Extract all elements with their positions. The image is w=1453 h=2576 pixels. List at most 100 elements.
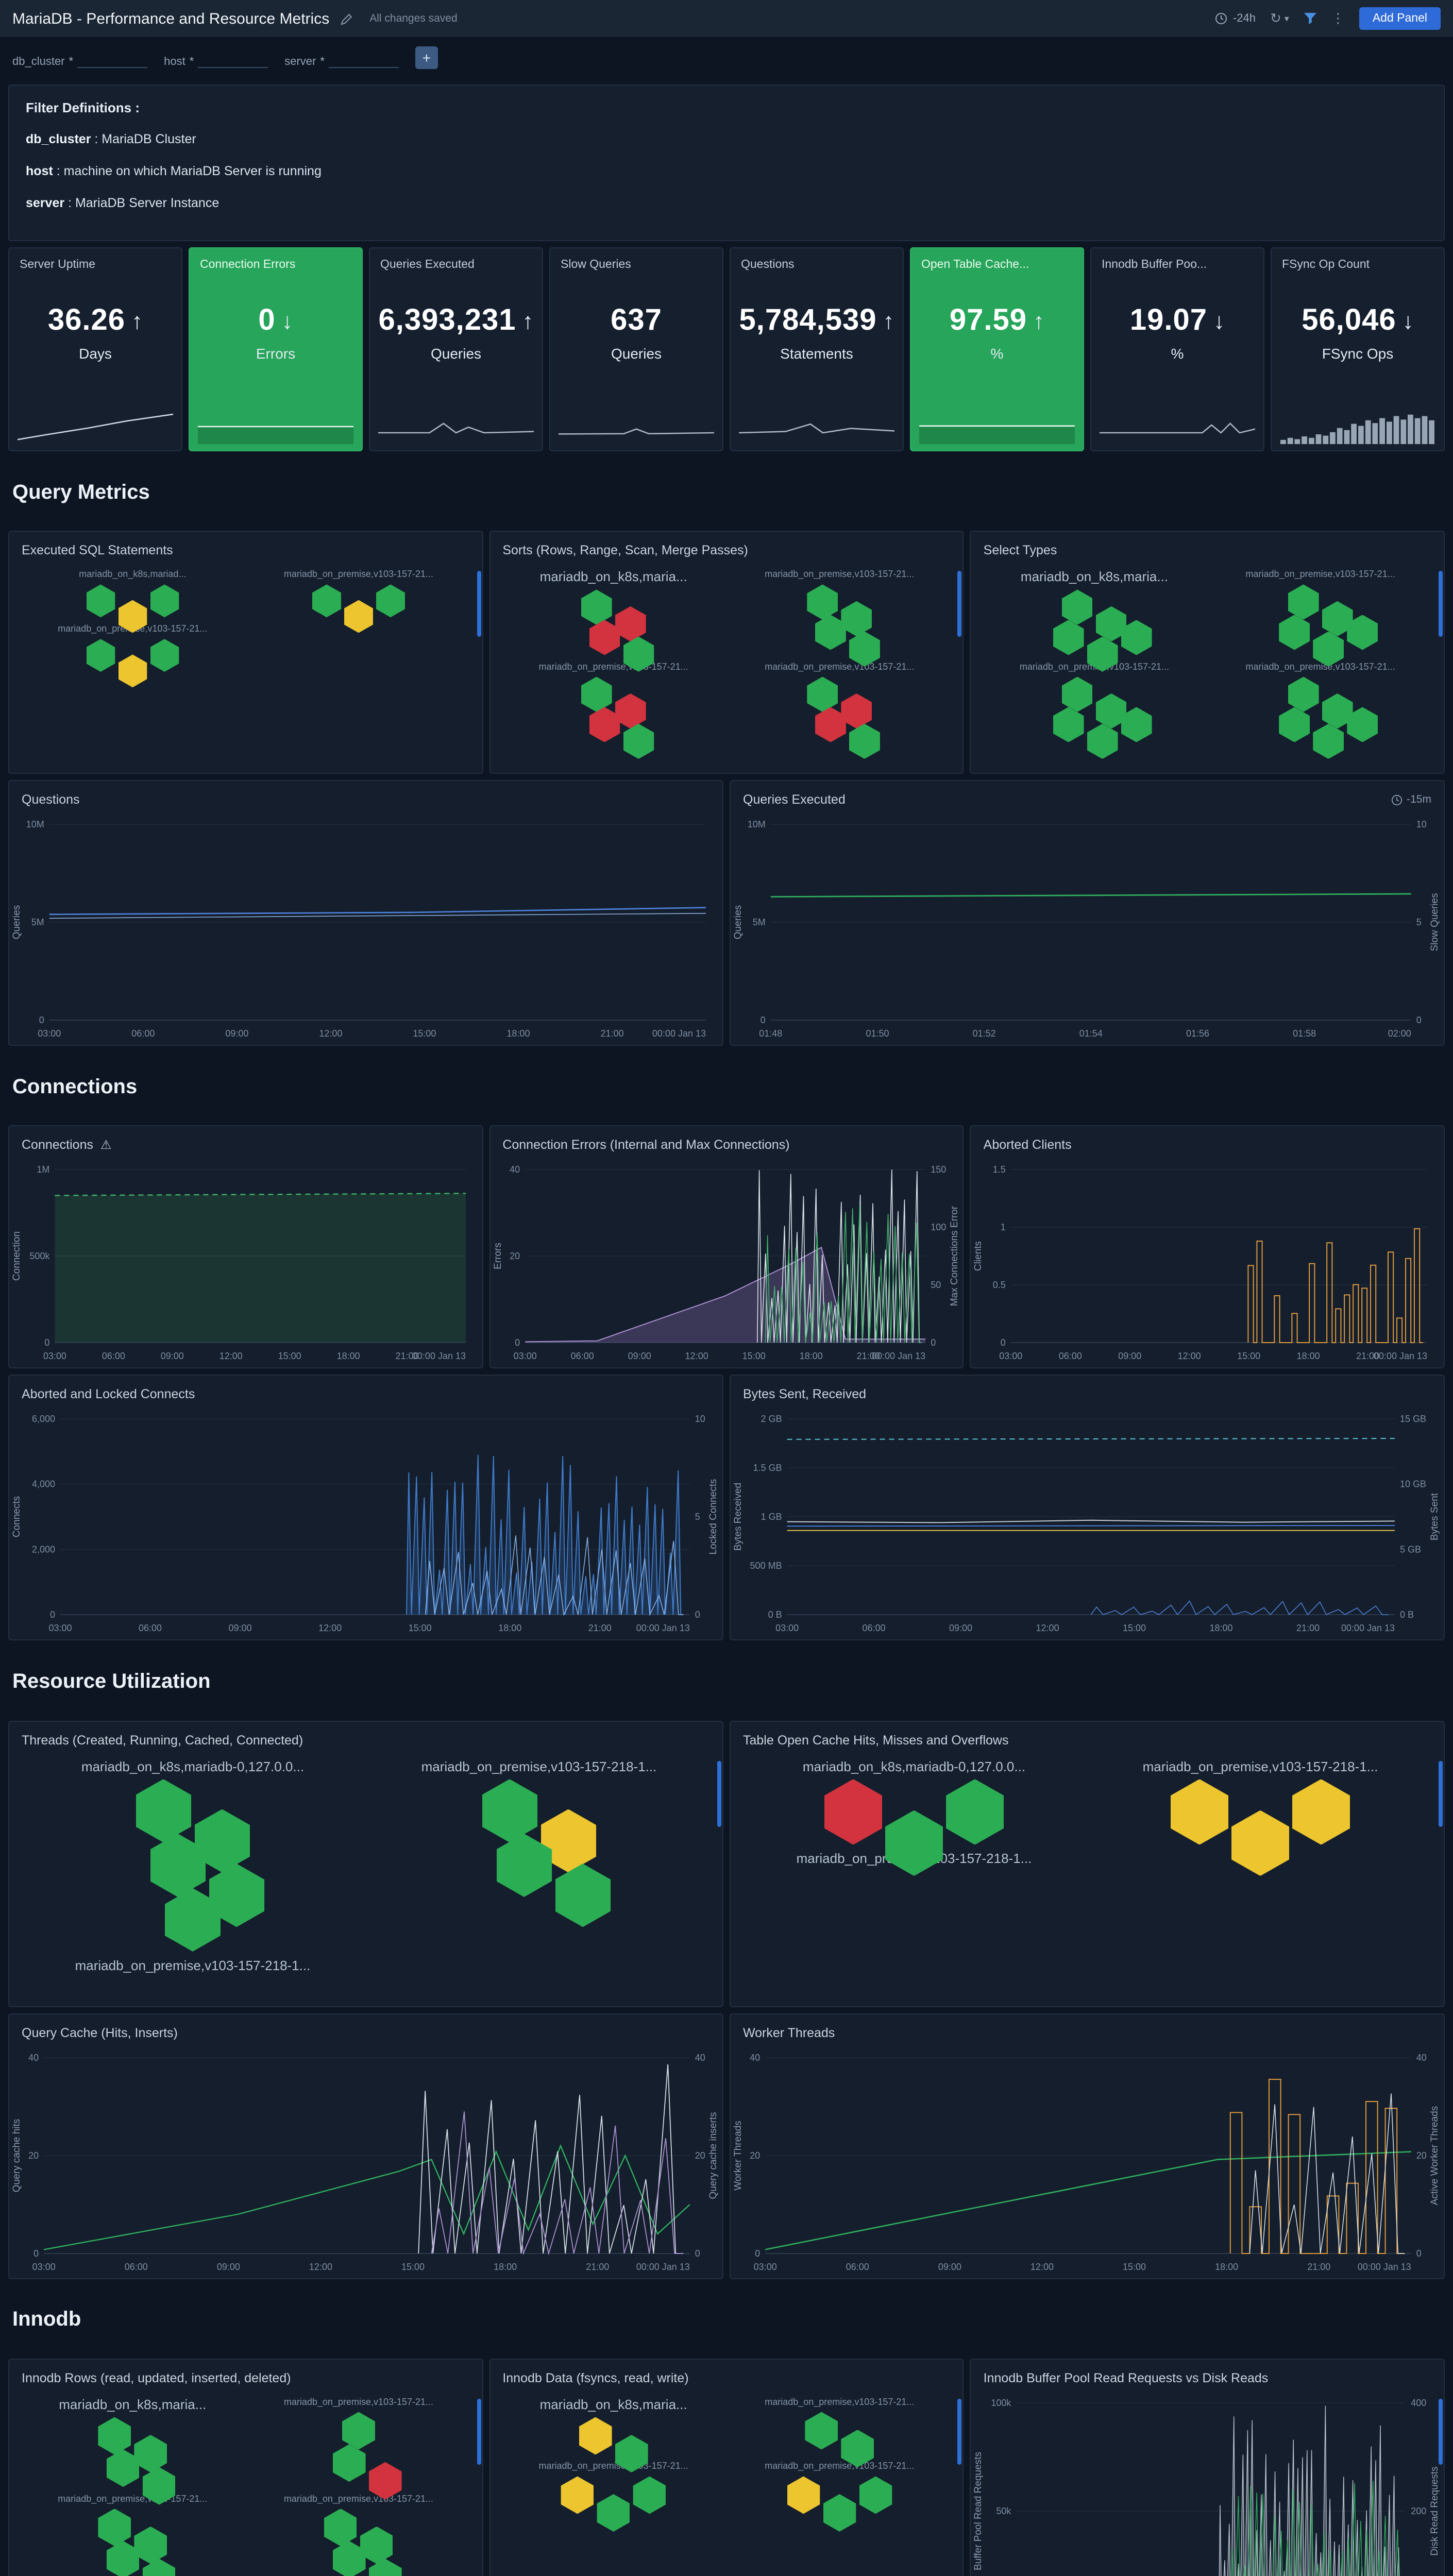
hex-red[interactable] xyxy=(368,2462,402,2500)
hex-green[interactable] xyxy=(150,1833,206,1897)
panel-time-override[interactable]: -15m xyxy=(1391,793,1431,806)
hex-green[interactable] xyxy=(623,636,654,672)
hex-green[interactable] xyxy=(815,615,846,650)
hex-green[interactable] xyxy=(1061,676,1093,712)
hex-red[interactable] xyxy=(589,707,620,742)
hex-green[interactable] xyxy=(1087,723,1118,759)
refresh-control[interactable]: ↻ ▾ xyxy=(1270,10,1289,26)
scrollbar[interactable] xyxy=(1439,1760,1443,1827)
hex-green[interactable] xyxy=(86,584,115,618)
hex-green[interactable] xyxy=(1053,707,1084,742)
hex-green[interactable] xyxy=(98,2509,131,2547)
hex-green[interactable] xyxy=(1288,676,1319,712)
hex-red[interactable] xyxy=(815,707,846,742)
hex-green[interactable] xyxy=(1347,707,1378,742)
kpi-panel-1[interactable]: Connection Errors 0 ↓ Errors xyxy=(189,247,363,451)
hex-green[interactable] xyxy=(807,584,838,620)
hex-green[interactable] xyxy=(597,2494,630,2532)
kebab-menu-icon[interactable]: ⋮ xyxy=(1331,10,1345,26)
hex-green[interactable] xyxy=(946,1779,1004,1845)
hex-yellow[interactable] xyxy=(579,2417,612,2455)
hex-red[interactable] xyxy=(615,693,646,729)
hex-green[interactable] xyxy=(360,2526,393,2564)
aborted-clients-chart[interactable]: 0 0.5 1 1.5 03:00 06:00 09:00 12:00 15:00 18:00 21… xyxy=(971,1158,1444,1368)
hex-green[interactable] xyxy=(482,1779,537,1843)
hex-green[interactable] xyxy=(150,639,179,672)
hex-green[interactable] xyxy=(633,2476,666,2514)
hex-red[interactable] xyxy=(615,606,646,642)
warning-icon[interactable]: ⚠ xyxy=(100,1138,112,1153)
time-range-control[interactable]: -24h xyxy=(1215,12,1256,25)
hex-green[interactable] xyxy=(332,2444,366,2482)
connection-errors-chart[interactable]: 0 20 40 0 50 100 150 03:00 06:00 09:00 12:00 15:00 1… xyxy=(490,1158,962,1368)
hex-green[interactable] xyxy=(342,2412,375,2450)
scrollbar[interactable] xyxy=(477,2398,481,2465)
hex-green[interactable] xyxy=(1061,589,1093,625)
add-filter-button[interactable]: + xyxy=(415,46,438,69)
kpi-panel-5[interactable]: Open Table Cache... 97.59 ↑% xyxy=(910,247,1084,451)
filter-icon[interactable] xyxy=(1304,12,1317,25)
worker-threads-chart[interactable]: 0 20 40 0 20 40 03:00 06:00 09:00 12:00 15:00 18:00… xyxy=(731,2045,1444,2278)
hex-yellow[interactable] xyxy=(118,654,147,688)
hex-yellow[interactable] xyxy=(1292,1779,1350,1845)
kpi-panel-6[interactable]: Innodb Buffer Poo... 19.07 ↓% xyxy=(1090,247,1264,451)
hex-green[interactable] xyxy=(324,2509,357,2547)
hex-green[interactable] xyxy=(555,1863,611,1927)
db-cluster-input[interactable] xyxy=(77,48,148,67)
hex-green[interactable] xyxy=(805,2412,838,2450)
hex-green[interactable] xyxy=(841,601,872,637)
hex-green[interactable] xyxy=(1279,707,1310,742)
scrollbar[interactable] xyxy=(957,571,962,637)
hex-green[interactable] xyxy=(98,2417,131,2455)
bytes-sent-received-chart[interactable]: 0 B 500 MB 1 GB 1.5 GB 2 GB 0 B 5 GB 10 GB 15 GB… xyxy=(731,1407,1444,1640)
hex-green[interactable] xyxy=(136,1779,191,1843)
kpi-panel-2[interactable]: Queries Executed 6,393,231 ↑ Queries xyxy=(369,247,543,451)
hex-green[interactable] xyxy=(312,584,341,618)
edit-icon[interactable] xyxy=(340,12,353,25)
scrollbar[interactable] xyxy=(957,2398,962,2465)
scrollbar[interactable] xyxy=(477,571,481,637)
hex-yellow[interactable] xyxy=(1231,1810,1289,1876)
hex-green[interactable] xyxy=(1347,615,1378,650)
queries-executed-chart[interactable]: 0 5M 10M 0 5 10 01:48 01:50 01:52 01:54 01:56 01:58… xyxy=(731,812,1444,1045)
hex-green[interactable] xyxy=(859,2476,892,2514)
hex-green[interactable] xyxy=(1121,707,1152,742)
hex-green[interactable] xyxy=(1087,636,1118,672)
questions-chart[interactable]: 0 5M 10M 03:00 06:00 09:00 12:00 15:00 18:00 21:0… xyxy=(9,812,722,1045)
query-cache-chart[interactable]: 0 20 40 0 20 40 03:00 06:00 09:00 12:00 15:00 18:00… xyxy=(9,2045,722,2278)
hex-green[interactable] xyxy=(849,723,880,759)
hex-green[interactable] xyxy=(1279,615,1310,650)
hex-green[interactable] xyxy=(165,1888,221,1952)
hex-green[interactable] xyxy=(623,723,654,759)
connections-chart[interactable]: 0 500k 1M 03:00 06:00 09:00 12:00 15:00 18:00 21:… xyxy=(9,1158,482,1368)
server-input[interactable] xyxy=(328,48,399,67)
hex-green[interactable] xyxy=(376,584,405,618)
host-input[interactable] xyxy=(198,48,268,67)
hex-green[interactable] xyxy=(823,2494,856,2532)
hex-yellow[interactable] xyxy=(1171,1779,1228,1845)
hex-green[interactable] xyxy=(581,589,612,625)
hex-green[interactable] xyxy=(86,639,115,672)
hex-red[interactable] xyxy=(841,693,872,729)
hex-green[interactable] xyxy=(807,676,838,712)
kpi-panel-0[interactable]: Server Uptime 36.26 ↑ Days xyxy=(8,247,182,451)
scrollbar[interactable] xyxy=(717,1760,721,1827)
hex-green[interactable] xyxy=(1121,620,1152,655)
hex-yellow[interactable] xyxy=(344,600,373,633)
innodb-bp-reads-chart[interactable]: 050k100k020040003:0006:0009:0012:0015:00… xyxy=(971,2391,1444,2576)
hex-yellow[interactable] xyxy=(561,2476,594,2514)
hex-green[interactable] xyxy=(849,631,880,667)
kpi-panel-7[interactable]: FSync Op Count 56,046 ↓ FSync Ops xyxy=(1271,247,1445,451)
hex-yellow[interactable] xyxy=(787,2476,820,2514)
hex-green[interactable] xyxy=(1313,631,1344,667)
scrollbar[interactable] xyxy=(1438,571,1443,637)
kpi-panel-3[interactable]: Slow Queries 637 Queries xyxy=(549,247,723,451)
hex-green[interactable] xyxy=(581,676,612,712)
hex-red[interactable] xyxy=(589,620,620,655)
hex-green[interactable] xyxy=(1313,723,1344,759)
hex-green[interactable] xyxy=(885,1810,943,1876)
scrollbar[interactable] xyxy=(1438,2398,1443,2465)
hex-green[interactable] xyxy=(1053,620,1084,655)
add-panel-button[interactable]: Add Panel xyxy=(1359,7,1441,30)
kpi-panel-4[interactable]: Questions 5,784,539 ↑ Statements xyxy=(730,247,904,451)
